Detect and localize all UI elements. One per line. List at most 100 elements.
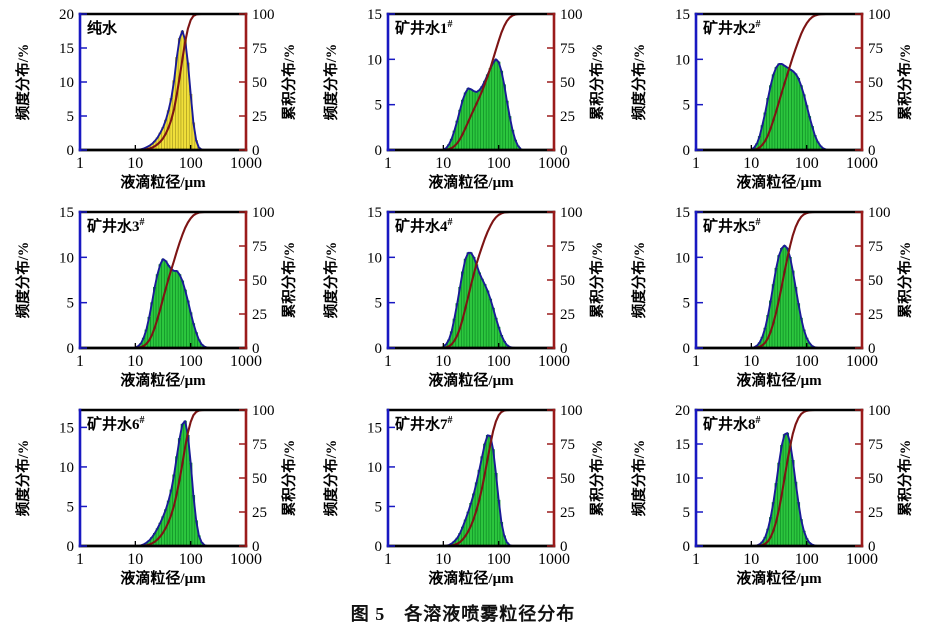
left-y-axis-label: 频度分布/% [322, 44, 340, 121]
right-tick-label: 0 [868, 539, 876, 555]
right-tick-label: 0 [252, 341, 260, 357]
histogram-bar [793, 73, 798, 151]
left-tick-label: 15 [367, 420, 382, 436]
histogram-bars [752, 245, 817, 349]
x-axis-label: 液滴粒径/μm [120, 371, 206, 389]
left-tick-label: 0 [67, 539, 75, 555]
right-tick-label: 0 [868, 341, 876, 357]
right-tick-label: 75 [252, 437, 267, 453]
subplot-mine-water-8: 0 5 10 15 20 0 25 50 75 100 1 10 100 1000 液滴粒径/μm 频度分布/… [616, 396, 924, 594]
left-tick-label: 10 [367, 460, 382, 476]
right-tick-label: 0 [560, 143, 568, 159]
histogram-bar [488, 298, 493, 349]
right-tick-label: 50 [868, 471, 883, 487]
right-tick-label: 25 [560, 307, 575, 323]
histogram-bar [474, 264, 479, 349]
mine-water-3-chart: 0 5 10 15 0 25 50 75 100 1 10 100 1000 液滴粒径/μm 频度分布/% 累… [14, 205, 298, 389]
subplot-mine-water-5: 0 5 10 15 0 25 50 75 100 1 10 100 1000 液滴粒径/μm 频度分布/% 累… [616, 198, 924, 396]
left-tick-label: 5 [67, 296, 75, 312]
right-tick-label: 25 [868, 109, 883, 125]
left-tick-label: 10 [367, 250, 382, 266]
x-tick-label: 1000 [538, 551, 570, 568]
x-tick-label: 10 [435, 155, 451, 172]
frequency-envelope-curve [443, 434, 521, 547]
left-tick-label: 0 [67, 341, 75, 357]
right-tick-label: 100 [868, 205, 891, 221]
mine-water-6-chart: 0 5 10 15 0 25 50 75 100 1 10 100 1000 液滴粒径/μm 频度分布/% 累… [14, 403, 298, 587]
histogram-bars [139, 30, 204, 151]
left-tick-label: 10 [675, 471, 690, 487]
right-y-axis-label: 累积分布/% [588, 44, 606, 121]
histogram-bars [755, 432, 817, 547]
x-tick-label: 100 [487, 353, 511, 370]
right-tick-label: 0 [252, 143, 260, 159]
subplot-title: 矿井水4# [395, 217, 453, 235]
frequency-envelope-curve [442, 58, 522, 151]
left-tick-label: 5 [683, 505, 691, 521]
histogram-bar [461, 99, 465, 151]
histogram-bars [444, 59, 523, 151]
x-tick-label: 1000 [230, 353, 262, 370]
right-y-axis-label: 累积分布/% [896, 44, 914, 121]
histogram-bar [802, 94, 806, 151]
frequency-envelope-curve [134, 258, 213, 349]
left-tick-label: 10 [367, 52, 382, 68]
right-tick-label: 75 [560, 239, 575, 255]
x-tick-label: 1 [384, 551, 392, 568]
histogram-bar [788, 257, 792, 349]
x-axis-label: 液滴粒径/μm [120, 173, 206, 191]
right-tick-label: 100 [560, 403, 583, 419]
histogram-bar [494, 59, 498, 151]
right-y-axis-label: 累积分布/% [896, 242, 914, 319]
x-tick-label: 10 [435, 353, 451, 370]
right-tick-label: 75 [560, 41, 575, 57]
x-tick-label: 1 [76, 551, 84, 568]
left-tick-label: 0 [683, 341, 691, 357]
x-tick-label: 100 [487, 155, 511, 172]
x-tick-label: 1000 [846, 353, 878, 370]
x-tick-label: 10 [743, 353, 759, 370]
right-tick-label: 100 [252, 7, 275, 23]
x-tick-label: 1 [384, 155, 392, 172]
right-y-axis-label: 累积分布/% [588, 242, 606, 319]
x-tick-label: 1000 [538, 353, 570, 370]
mine-water-2-chart: 0 5 10 15 0 25 50 75 100 1 10 100 1000 液滴粒径/μm 频度分布/% 累… [630, 7, 914, 191]
x-tick-label: 1 [76, 353, 84, 370]
right-tick-label: 75 [252, 41, 267, 57]
left-tick-label: 20 [675, 403, 690, 419]
subplot-pure-water: 0 5 10 15 20 0 25 50 75 100 1 10 100 1000 液滴粒径/μm 频度分布/… [0, 0, 308, 198]
histogram-bar [480, 278, 484, 349]
histogram-bar [791, 70, 795, 151]
right-tick-label: 0 [868, 143, 876, 159]
subplot-mine-water-1: 0 5 10 15 0 25 50 75 100 1 10 100 1000 液滴粒径/μm 频度分布/% 累… [308, 0, 616, 198]
left-y-axis-label: 频度分布/% [322, 440, 340, 517]
x-tick-label: 100 [795, 551, 819, 568]
right-tick-label: 25 [868, 307, 883, 323]
x-tick-label: 10 [127, 551, 143, 568]
right-tick-label: 0 [560, 341, 568, 357]
left-tick-label: 0 [375, 341, 383, 357]
subplot-mine-water-7: 0 5 10 15 0 25 50 75 100 1 10 100 1000 液滴粒径/μm 频度分布/% 累… [308, 396, 616, 594]
left-tick-label: 10 [675, 250, 690, 266]
left-tick-label: 5 [375, 98, 383, 114]
histogram-bar [480, 86, 484, 151]
histogram-bar [461, 271, 465, 349]
histogram-bar [785, 432, 789, 547]
right-tick-label: 25 [560, 505, 575, 521]
right-tick-label: 75 [560, 437, 575, 453]
left-tick-label: 0 [683, 143, 691, 159]
right-tick-label: 25 [560, 109, 575, 125]
histogram-bar [469, 252, 473, 349]
histogram-bar [172, 270, 176, 349]
left-tick-label: 10 [59, 75, 74, 91]
right-tick-label: 50 [868, 75, 883, 91]
subplot-title: 纯水 [87, 19, 118, 37]
histogram-bars [447, 434, 512, 547]
x-tick-label: 1 [692, 551, 700, 568]
x-tick-label: 1000 [846, 155, 878, 172]
right-tick-label: 50 [560, 471, 575, 487]
x-tick-label: 10 [127, 353, 143, 370]
right-tick-label: 100 [868, 7, 891, 23]
mine-water-4-chart: 0 5 10 15 0 25 50 75 100 1 10 100 1000 液滴粒径/μm 频度分布/% 累… [322, 205, 606, 389]
